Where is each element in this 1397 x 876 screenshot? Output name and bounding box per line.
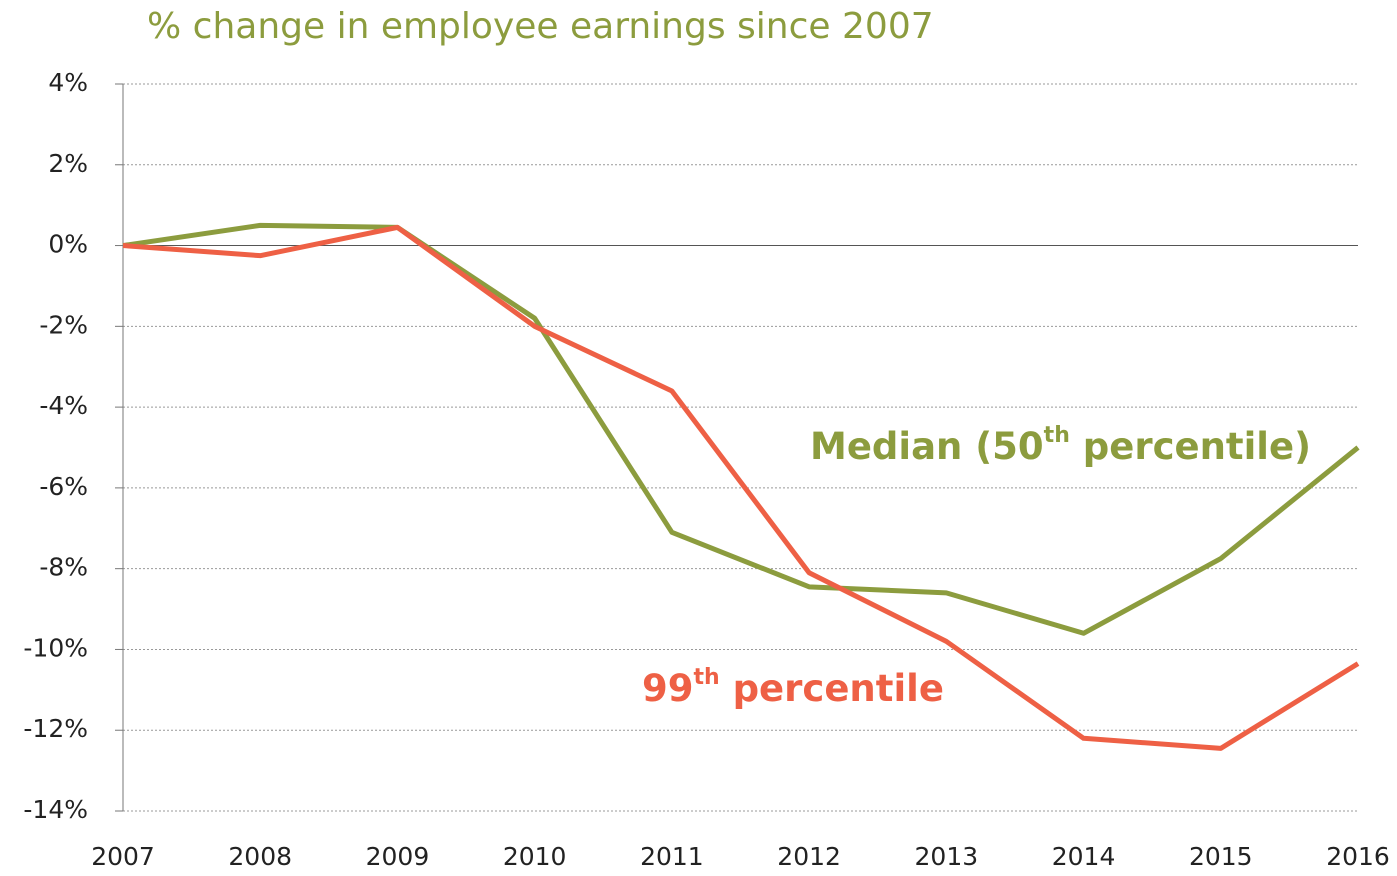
y-tick-label: -4% (39, 391, 88, 420)
x-tick-label: 2009 (366, 842, 430, 871)
x-tick-label: 2007 (91, 842, 155, 871)
y-tick-label: -14% (23, 795, 88, 824)
y-tick-label: 4% (48, 68, 88, 97)
x-tick-label: 2008 (228, 842, 292, 871)
x-tick-label: 2013 (915, 842, 979, 871)
x-tick-label: 2016 (1326, 842, 1390, 871)
series-line (122, 224, 1360, 751)
series-label: 99th percentile (642, 665, 944, 710)
x-tick-label: 2011 (640, 842, 704, 871)
y-tick-label: -6% (39, 472, 88, 501)
series-line (122, 222, 1360, 636)
x-tick-label: 2010 (503, 842, 567, 871)
x-tick-label: 2014 (1052, 842, 1116, 871)
y-tick-label: 0% (48, 230, 88, 259)
chart-title: % change in employee earnings since 2007 (147, 6, 934, 47)
x-tick-label: 2012 (777, 842, 841, 871)
y-tick-label: -10% (23, 633, 88, 662)
x-tick-label: 2015 (1189, 842, 1253, 871)
series-label: Median (50th percentile) (810, 423, 1311, 468)
y-tick-label: -8% (39, 553, 88, 582)
y-tick-label: 2% (48, 149, 88, 178)
y-tick-label: -2% (39, 310, 88, 339)
y-tick-label: -12% (23, 714, 88, 743)
